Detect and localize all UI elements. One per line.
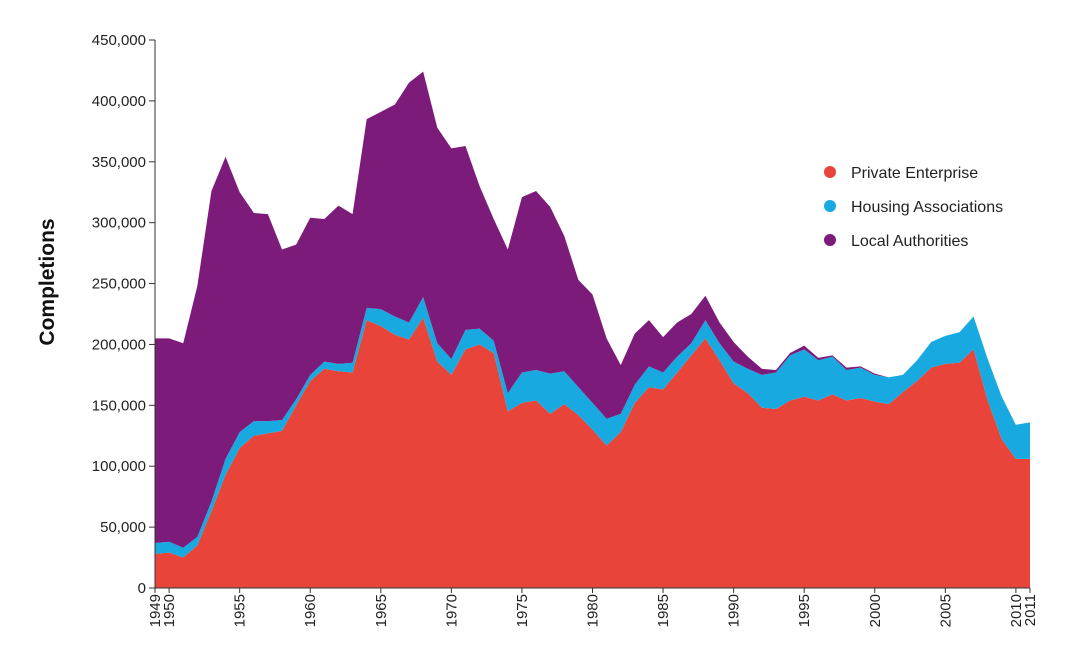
x-tick-label: 1975	[514, 594, 531, 627]
y-tick-label: 150,000	[92, 397, 146, 414]
area-layer	[155, 71, 1030, 588]
y-tick-label: 250,000	[92, 276, 146, 293]
x-tick-label: 1980	[585, 594, 602, 627]
legend-swatch	[824, 234, 836, 246]
x-tick-label: 2005	[937, 594, 954, 627]
legend-swatch	[824, 166, 836, 178]
area-housing-associations	[155, 296, 1030, 558]
legend-label: Private Enterprise	[851, 165, 978, 182]
x-tick-label: 1970	[443, 594, 460, 627]
y-tick-label: 350,000	[92, 154, 146, 171]
y-tick-label: 300,000	[92, 215, 146, 232]
y-tick-label: 0	[138, 580, 146, 597]
x-tick-label: 1990	[726, 594, 743, 627]
legend-swatch	[824, 200, 836, 212]
y-tick-label: 200,000	[92, 336, 146, 353]
x-tick-label: 1965	[373, 594, 390, 627]
x-tick-label: 2000	[867, 594, 884, 627]
x-tick-label: 1995	[796, 594, 813, 627]
y-tick-label: 50,000	[100, 519, 146, 536]
y-tick-label: 400,000	[92, 93, 146, 110]
x-tick-label: 1950	[161, 594, 178, 627]
area-local-authorities	[155, 71, 1030, 548]
y-tick-label: 450,000	[92, 32, 146, 49]
legend-label: Local Authorities	[851, 233, 968, 250]
area-private-enterprise	[155, 317, 1030, 588]
legend: Private Enterprise Housing Associations Lo…	[824, 165, 1003, 250]
x-tick-label: 1949	[147, 594, 164, 627]
y-ticks: 0 50,000 100,000 150,000 200,000 250,000 300,0…	[92, 32, 155, 597]
x-tick-label: 1960	[302, 594, 319, 627]
y-axis-label: Completions	[36, 218, 59, 345]
x-tick-label: 2011	[1022, 594, 1039, 626]
x-tick-label: 1955	[232, 594, 249, 627]
x-tick-label: 2010	[1008, 594, 1025, 627]
legend-label: Housing Associations	[851, 199, 1003, 216]
x-tick-label: 1985	[655, 594, 672, 627]
y-tick-label: 100,000	[92, 458, 146, 475]
